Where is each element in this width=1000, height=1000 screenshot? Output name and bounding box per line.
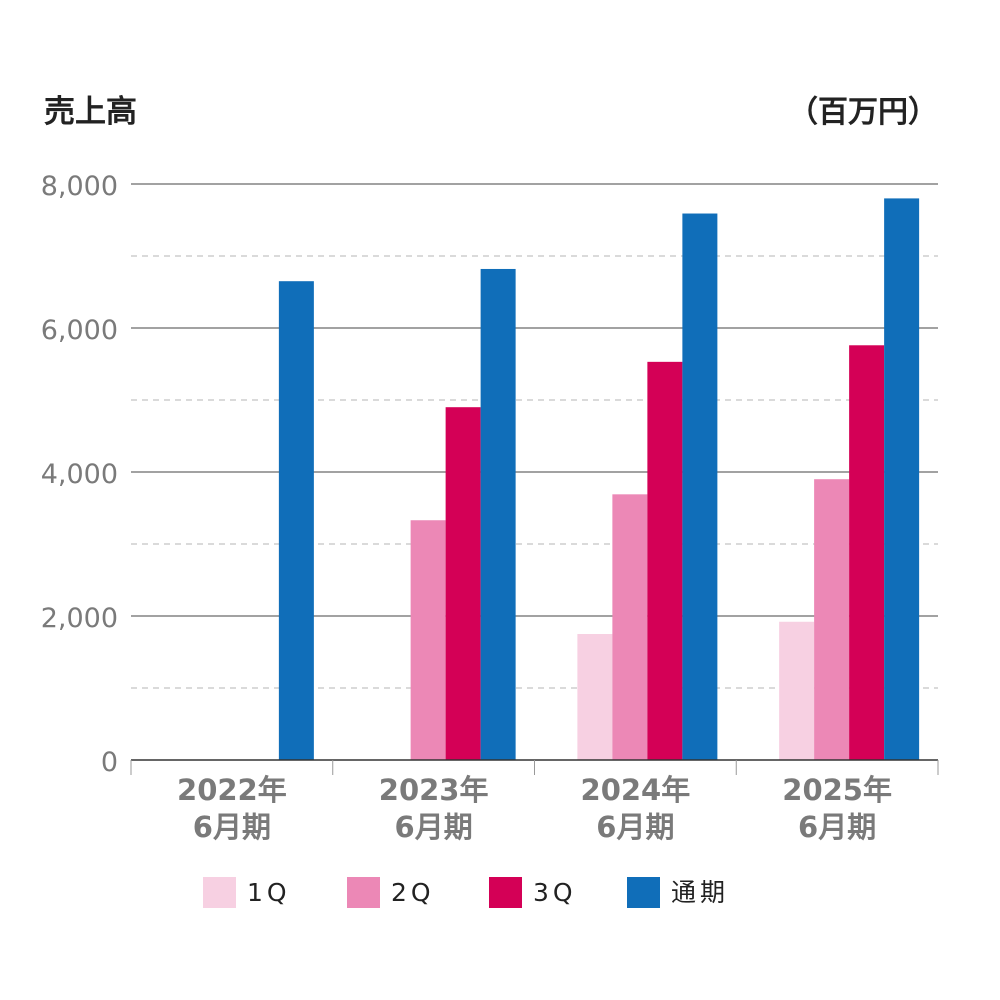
bar-3Q-2 bbox=[647, 361, 683, 760]
y-tick-label: 6,000 bbox=[41, 315, 118, 346]
x-tick-label: 6月期 bbox=[596, 810, 674, 844]
legend-label-1Q: 1Q bbox=[247, 878, 291, 907]
bar-2Q-3 bbox=[814, 479, 850, 760]
bar-通期-1 bbox=[480, 268, 516, 760]
legend-swatch-2Q bbox=[347, 877, 380, 908]
bar-通期-2 bbox=[682, 213, 718, 760]
legend-swatch-1Q bbox=[203, 877, 236, 908]
bar-2Q-2 bbox=[612, 494, 648, 760]
x-tick-label: 6月期 bbox=[798, 810, 876, 844]
bar-3Q-3 bbox=[849, 345, 885, 760]
x-tick-label: 2022年 bbox=[177, 773, 287, 807]
legend-label-3Q: 3Q bbox=[533, 878, 577, 907]
gridlines bbox=[131, 183, 938, 689]
bar-2Q-1 bbox=[410, 520, 446, 760]
x-tick-label: 2023年 bbox=[379, 773, 489, 807]
x-tick-label: 2025年 bbox=[782, 773, 892, 807]
legend: 1Q 2Q 3Q 通期 bbox=[203, 877, 729, 908]
y-tick-label: 0 bbox=[101, 747, 118, 778]
y-axis-ticks: 0 2,000 4,000 6,000 8,000 bbox=[41, 171, 118, 778]
x-tick-label: 6月期 bbox=[193, 810, 271, 844]
legend-swatch-3Q bbox=[489, 877, 522, 908]
unit-label: （百万円） bbox=[788, 95, 938, 130]
x-tick-label: 2024年 bbox=[581, 773, 691, 807]
bar-1Q-2 bbox=[577, 634, 613, 760]
bar-1Q-3 bbox=[779, 621, 815, 760]
bar-通期-0 bbox=[278, 281, 314, 760]
x-tick-label: 6月期 bbox=[395, 810, 473, 844]
y-tick-label: 8,000 bbox=[41, 171, 118, 202]
bar-3Q-1 bbox=[445, 407, 481, 760]
y-tick-label: 4,000 bbox=[41, 459, 118, 490]
legend-label-通期: 通期 bbox=[671, 878, 729, 907]
bar-通期-3 bbox=[884, 198, 920, 760]
y-tick-label: 2,000 bbox=[41, 603, 118, 634]
bars bbox=[278, 198, 920, 760]
legend-label-2Q: 2Q bbox=[391, 878, 435, 907]
legend-swatch-通期 bbox=[627, 877, 660, 908]
chart-title: 売上高 bbox=[44, 94, 137, 130]
